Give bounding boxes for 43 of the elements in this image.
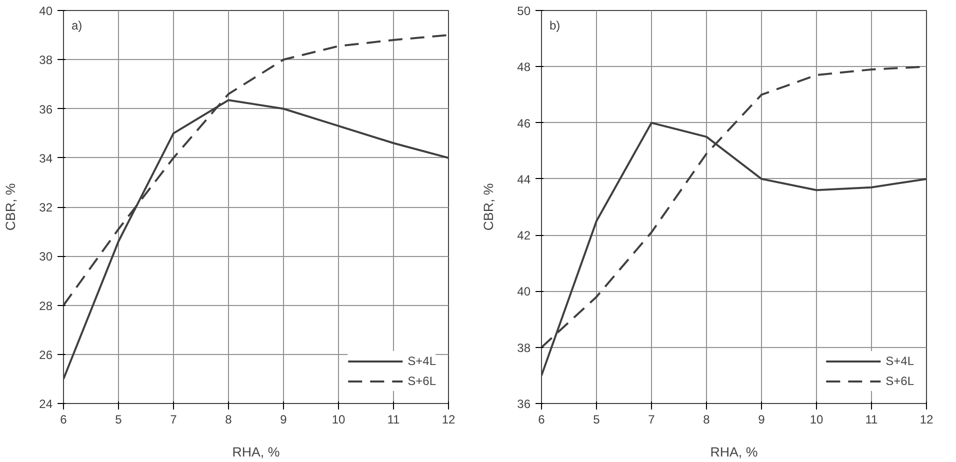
x-tick-label: 6	[60, 412, 68, 426]
x-tick-label: 8	[703, 412, 710, 426]
y-tick-label: 46	[517, 116, 531, 130]
y-tick-label: 32	[39, 200, 53, 214]
x-tick-label: 10	[810, 412, 824, 426]
x-tick-label: 6	[538, 412, 546, 426]
y-tick-label: 38	[517, 340, 531, 355]
annotation: b)	[550, 18, 560, 32]
y-tick-label: 36	[39, 102, 53, 116]
x-tick-label: 8	[225, 412, 232, 426]
x-tick-label: 5	[593, 412, 600, 426]
x-tick-label: 9	[758, 412, 766, 426]
x-axis-title: RHA, %	[710, 444, 758, 460]
y-tick-label: 48	[517, 60, 531, 74]
x-tick-label: 12	[920, 412, 934, 426]
y-tick-label: 36	[517, 397, 531, 411]
y-axis-title: CBR, %	[3, 183, 18, 231]
y-tick-label: 34	[39, 151, 53, 166]
y-tick-label: 28	[39, 298, 53, 313]
x-tick-label: 10	[332, 412, 346, 426]
legend-label: S+6L	[886, 374, 914, 388]
y-tick-label: 24	[39, 397, 53, 411]
legend-label: S+6L	[408, 374, 436, 388]
y-tick-label: 38	[39, 53, 53, 68]
y-tick-label: 26	[39, 348, 53, 362]
legend-label: S+4L	[408, 354, 436, 368]
y-tick-label: 30	[39, 250, 53, 264]
x-tick-label: 5	[115, 412, 122, 426]
y-tick-label: 40	[39, 4, 53, 18]
y-tick-label: 42	[517, 228, 531, 243]
x-tick-label: 11	[865, 412, 878, 426]
annotation: a)	[72, 18, 82, 32]
x-tick-label: 9	[280, 412, 288, 426]
x-axis-title: RHA, %	[232, 444, 280, 460]
y-tick-label: 50	[517, 4, 531, 18]
legend-label: S+4L	[886, 354, 914, 368]
x-tick-label: 7	[170, 412, 178, 426]
y-tick-label: 44	[517, 172, 531, 186]
x-tick-label: 12	[442, 412, 456, 426]
x-tick-label: 11	[387, 412, 400, 426]
y-tick-label: 40	[517, 284, 531, 299]
y-axis-title: CBR, %	[481, 183, 496, 231]
x-tick-label: 7	[648, 412, 656, 426]
